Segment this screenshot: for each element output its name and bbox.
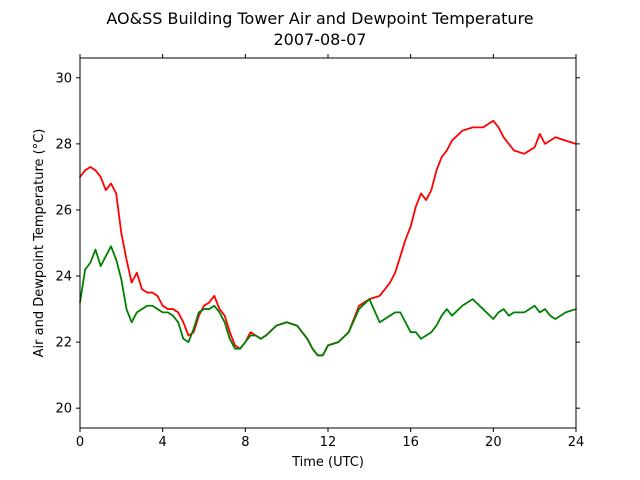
y-tick-label: 28 bbox=[55, 137, 72, 152]
series-line-1 bbox=[79, 245, 577, 357]
x-tick-label: 0 bbox=[76, 435, 84, 450]
x-axis-label: Time (UTC) bbox=[291, 455, 364, 470]
y-tick-label: 20 bbox=[55, 402, 72, 417]
x-tick-label: 8 bbox=[241, 435, 249, 450]
y-tick-label: 26 bbox=[55, 203, 72, 218]
chart-subtitle: 2007-08-07 bbox=[274, 30, 367, 49]
x-tick-label: 16 bbox=[402, 435, 419, 450]
axes-frame bbox=[79, 57, 577, 429]
y-tick-label: 22 bbox=[55, 336, 72, 351]
series-line-0 bbox=[79, 119, 577, 357]
chart-title: AO&SS Building Tower Air and Dewpoint Te… bbox=[106, 9, 533, 28]
series-lines bbox=[79, 119, 577, 357]
x-tick-label: 24 bbox=[568, 435, 585, 450]
axis-ticks: 0 4 8 12 16 20 24 20 22 24 26 28 30 bbox=[55, 54, 584, 450]
x-tick-label: 4 bbox=[159, 435, 167, 450]
x-tick-label: 20 bbox=[485, 435, 502, 450]
y-tick-label: 24 bbox=[55, 270, 72, 285]
y-axis-label: Air and Dewpoint Temperature (°C) bbox=[32, 129, 47, 358]
x-tick-label: 12 bbox=[320, 435, 337, 450]
y-tick-label: 30 bbox=[55, 71, 72, 86]
